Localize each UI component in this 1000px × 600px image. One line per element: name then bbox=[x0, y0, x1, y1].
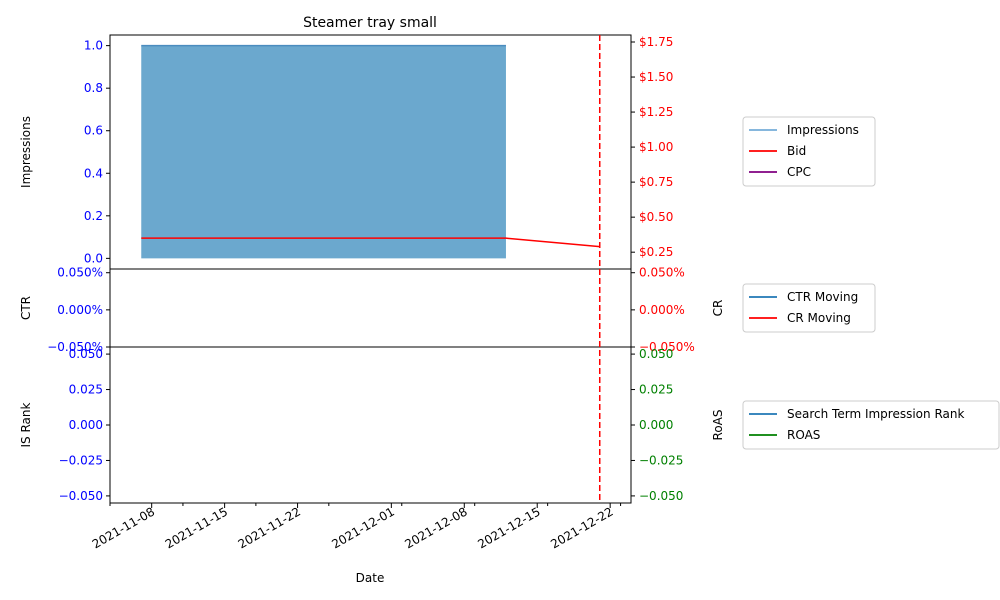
legend-label: Impressions bbox=[787, 123, 859, 137]
left-tick-label: −0.025 bbox=[59, 453, 103, 467]
x-axis-label: Date bbox=[356, 571, 385, 585]
right-axis-label: CR bbox=[711, 300, 725, 317]
x-axis: 2021-11-08 2021-11-15 2021-11-22 2021-12-01… bbox=[90, 503, 622, 551]
x-tick-label: 2021-12-15 bbox=[475, 504, 542, 551]
right-tick-label: −0.050% bbox=[639, 340, 695, 354]
legend-box bbox=[742, 116, 876, 187]
left-tick-label: 0.0 bbox=[84, 251, 103, 265]
right-tick-label: $1.00 bbox=[639, 140, 673, 154]
right-tick-label: 0.025 bbox=[639, 383, 673, 397]
right-tick-label: 0.050 bbox=[639, 347, 673, 361]
legend-label: ROAS bbox=[787, 428, 820, 442]
legend-label: CPC bbox=[787, 165, 811, 179]
left-tick-label: 0.000 bbox=[69, 418, 103, 432]
chart-title: Steamer tray small bbox=[303, 15, 437, 31]
legend-label: Bid bbox=[787, 144, 806, 158]
left-tick-label: 0.2 bbox=[84, 209, 103, 223]
impressions-area bbox=[141, 45, 506, 259]
panel-frame bbox=[109, 268, 632, 348]
right-tick-label: −0.050 bbox=[639, 489, 683, 503]
left-axis-label: CTR bbox=[19, 296, 33, 320]
left-tick-label: 0.050% bbox=[57, 266, 103, 280]
left-tick-label: 1.0 bbox=[84, 39, 103, 53]
right-tick-label: $1.25 bbox=[639, 105, 673, 119]
panel-middle: −0.050% 0.000% 0.050% −0.050% 0.000% 0.050% CT… bbox=[19, 266, 725, 354]
panel-bottom: −0.050 −0.025 0.000 0.025 0.050 −0.050 −0.025 0… bbox=[19, 35, 725, 504]
bid-line bbox=[141, 237, 600, 248]
x-tick-label: 2021-12-08 bbox=[402, 504, 469, 551]
x-tick-label: 2021-11-15 bbox=[163, 504, 230, 551]
right-tick-label: −0.025 bbox=[639, 453, 683, 467]
right-tick-label: 0.000 bbox=[639, 418, 673, 432]
right-tick-label: $0.25 bbox=[639, 245, 673, 259]
legend-box bbox=[742, 400, 1000, 450]
legend-box bbox=[742, 283, 876, 333]
left-axis-label: IS Rank bbox=[19, 402, 33, 447]
left-tick-label: −0.050 bbox=[59, 489, 103, 503]
right-tick-label: 0.000% bbox=[639, 303, 685, 317]
left-tick-label: 0.4 bbox=[84, 166, 103, 180]
panel-frame bbox=[109, 346, 632, 504]
legends: Impressions Bid CPC CTR Moving CR Moving Sear… bbox=[742, 116, 1000, 450]
left-tick-label: 0.8 bbox=[84, 81, 103, 95]
x-tick-label: 2021-12-22 bbox=[548, 504, 615, 551]
panel-top: 0.0 0.2 0.4 0.6 0.8 1.0 $0.25 $0.50 $0.75 $1.00 $1… bbox=[19, 34, 673, 270]
right-tick-label: $0.75 bbox=[639, 175, 673, 189]
x-tick-label: 2021-11-22 bbox=[236, 504, 303, 551]
legend-label: CTR Moving bbox=[787, 290, 858, 304]
right-tick-label: $1.75 bbox=[639, 35, 673, 49]
left-tick-label: 0.000% bbox=[57, 303, 103, 317]
right-tick-label: 0.050% bbox=[639, 266, 685, 280]
left-tick-label: 0.6 bbox=[84, 124, 103, 138]
right-axis-label: RoAS bbox=[711, 410, 725, 441]
left-axis-label: Impressions bbox=[19, 116, 33, 188]
legend-label: Search Term Impression Rank bbox=[787, 407, 964, 421]
x-tick-label: 2021-11-08 bbox=[90, 504, 157, 551]
legend-label: CR Moving bbox=[787, 311, 851, 325]
left-tick-label: −0.050% bbox=[47, 340, 103, 354]
x-tick-label: 2021-12-01 bbox=[329, 504, 396, 551]
right-tick-label: $1.50 bbox=[639, 70, 673, 84]
left-tick-label: 0.025 bbox=[69, 383, 103, 397]
right-tick-label: $0.50 bbox=[639, 210, 673, 224]
left-tick-label: 0.050 bbox=[69, 347, 103, 361]
